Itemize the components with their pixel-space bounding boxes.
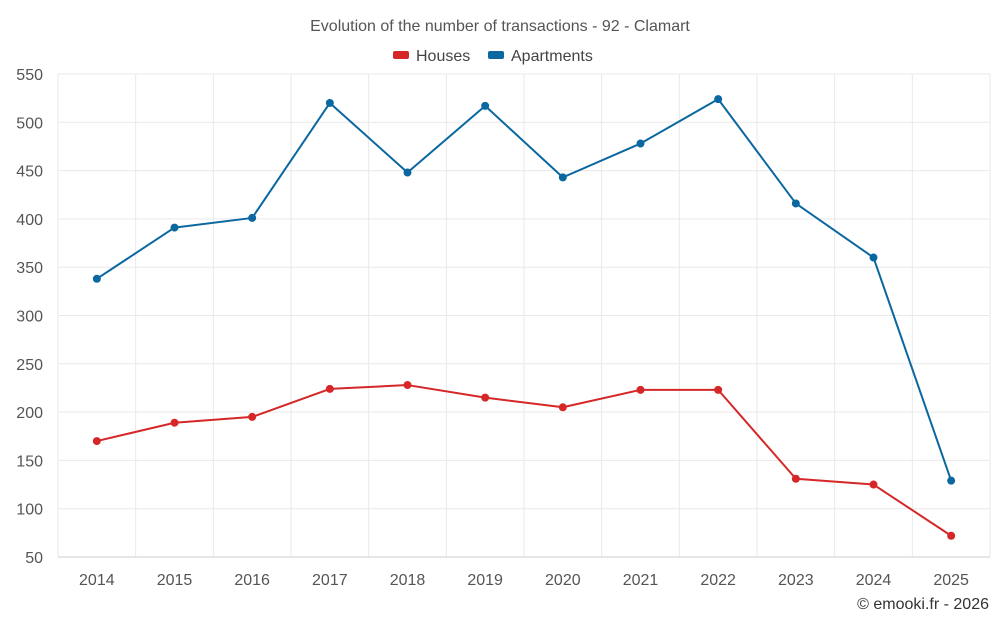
- data-point-houses-2014[interactable]: [92, 437, 101, 446]
- series-line-houses: [96, 384, 952, 537]
- data-point-houses-2025[interactable]: [947, 531, 956, 540]
- x-tick-label-2020: 2020: [545, 572, 581, 589]
- data-point-apartments-2016[interactable]: [248, 213, 257, 222]
- data-point-houses-2019[interactable]: [481, 393, 490, 402]
- data-point-houses-2021[interactable]: [636, 385, 645, 394]
- x-tick-label-2018: 2018: [390, 572, 426, 589]
- series-line-apartments: [96, 98, 953, 482]
- data-point-houses-2022[interactable]: [714, 385, 723, 394]
- x-tick-label-2023: 2023: [778, 572, 814, 589]
- x-tick-label-2025: 2025: [933, 572, 969, 589]
- data-point-houses-2017[interactable]: [325, 384, 334, 393]
- data-point-apartments-2021[interactable]: [636, 139, 645, 148]
- y-tick-label-400: 400: [16, 212, 43, 229]
- data-point-houses-2015[interactable]: [170, 418, 179, 427]
- data-point-apartments-2015[interactable]: [170, 223, 179, 232]
- data-point-houses-2020[interactable]: [558, 403, 567, 412]
- chart-credit: © emooki.fr - 2026: [857, 596, 989, 613]
- legend-label-houses: Houses: [416, 48, 470, 65]
- axes: 50 100 150 200 250 300 350 400 450 500 550 2014 2015…: [16, 67, 990, 589]
- grid: [57, 73, 991, 558]
- y-tick-label-200: 200: [16, 405, 43, 422]
- y-tick-label-300: 300: [16, 309, 43, 326]
- x-tick-label-2019: 2019: [467, 572, 503, 589]
- legend-swatch-apartments: [488, 51, 504, 59]
- y-tick-label-150: 150: [16, 453, 43, 470]
- data-point-apartments-2025[interactable]: [947, 476, 956, 485]
- data-point-apartments-2022[interactable]: [714, 95, 723, 104]
- x-tick-label-2015: 2015: [157, 572, 193, 589]
- legend: Houses Apartments: [393, 48, 593, 65]
- chart-title: Evolution of the number of transactions …: [310, 18, 690, 35]
- x-tick-label-2014: 2014: [79, 572, 115, 589]
- data-point-apartments-2018[interactable]: [403, 168, 412, 177]
- data-point-houses-2018[interactable]: [403, 381, 412, 390]
- data-point-houses-2016[interactable]: [248, 412, 257, 421]
- series-houses: [92, 381, 956, 540]
- x-tick-label-2021: 2021: [623, 572, 659, 589]
- legend-label-apartments: Apartments: [511, 48, 593, 65]
- y-tick-label-350: 350: [16, 260, 43, 277]
- x-tick-label-2017: 2017: [312, 572, 348, 589]
- series-apartments: [92, 95, 956, 485]
- y-tick-label-50: 50: [25, 550, 43, 567]
- y-tick-label-500: 500: [16, 115, 43, 132]
- y-tick-label-100: 100: [16, 502, 43, 519]
- x-tick-label-2024: 2024: [856, 572, 892, 589]
- x-tick-label-2016: 2016: [234, 572, 270, 589]
- data-point-apartments-2019[interactable]: [481, 101, 490, 110]
- data-point-apartments-2017[interactable]: [325, 98, 334, 107]
- x-tick-label-2022: 2022: [700, 572, 736, 589]
- data-point-apartments-2014[interactable]: [92, 274, 101, 283]
- series: [92, 95, 956, 540]
- data-point-houses-2023[interactable]: [791, 474, 800, 483]
- legend-swatch-houses: [393, 51, 409, 59]
- legend-item-apartments[interactable]: Apartments: [488, 48, 593, 65]
- legend-item-houses[interactable]: Houses: [393, 48, 470, 65]
- y-tick-label-450: 450: [16, 164, 43, 181]
- data-point-apartments-2024[interactable]: [869, 253, 878, 262]
- y-tick-label-550: 550: [16, 67, 43, 84]
- data-point-apartments-2020[interactable]: [558, 173, 567, 182]
- y-tick-label-250: 250: [16, 357, 43, 374]
- data-point-houses-2024[interactable]: [869, 480, 878, 489]
- data-point-apartments-2023[interactable]: [791, 199, 800, 208]
